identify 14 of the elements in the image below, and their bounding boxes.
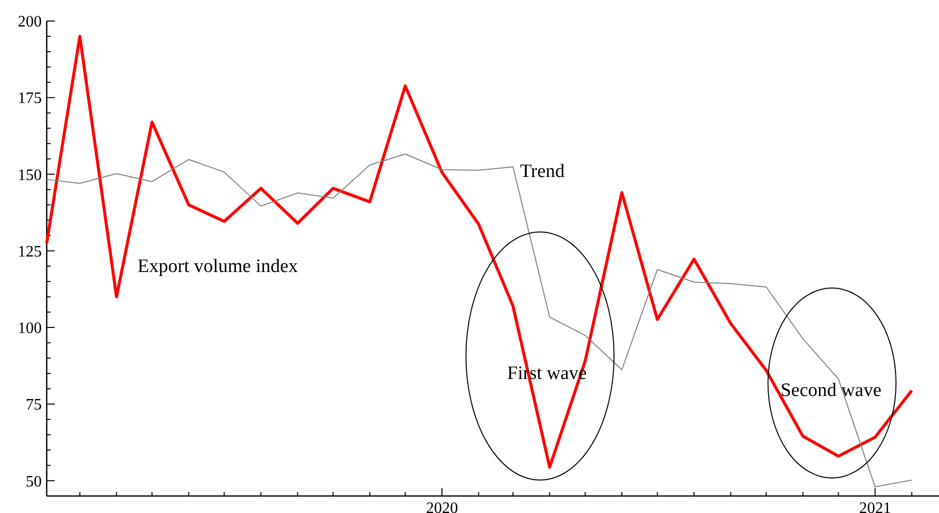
y-tick-label: 50 (26, 473, 42, 490)
x-tick-label: 2020 (426, 500, 458, 513)
y-tick-label: 100 (18, 320, 42, 338)
y-tick-label: 150 (18, 166, 42, 184)
line-series (45, 34, 914, 469)
y-tick-label: 75 (26, 396, 42, 414)
series-label: Export volume index (138, 256, 298, 277)
y-tick-label: 200 (18, 14, 42, 31)
line-series (46, 154, 912, 488)
y-tick-label: 175 (18, 90, 42, 108)
series-label: Trend (520, 160, 566, 182)
x-tick-label: 2021 (859, 500, 892, 513)
y-tick-label: 125 (18, 243, 42, 260)
annotation: Second wave (780, 380, 882, 401)
